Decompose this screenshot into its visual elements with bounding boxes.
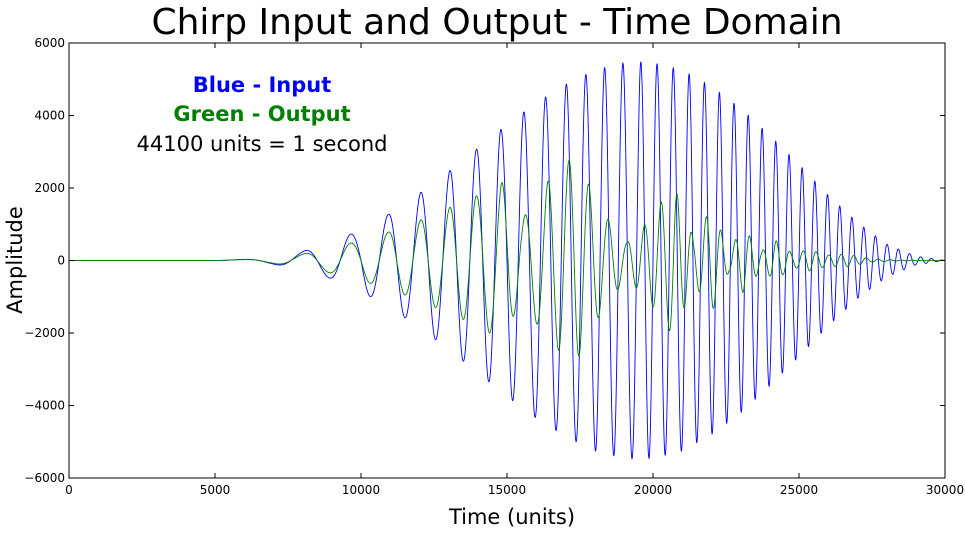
- y-tick-label: 6000: [34, 36, 65, 50]
- x-axis-label: Time (units): [448, 505, 575, 529]
- y-tick-label: −2000: [24, 326, 65, 340]
- x-tick-label: 25000: [780, 483, 818, 497]
- y-axis-label: Amplitude: [3, 206, 27, 314]
- annotation-text: 44100 units = 1 second: [137, 132, 388, 156]
- y-tick-label: 0: [57, 254, 65, 268]
- annotations: Blue - Input Green - Output 44100 units = …: [137, 73, 388, 156]
- annotation-text: Blue - Input: [193, 73, 332, 97]
- series-line-1: [69, 160, 945, 357]
- annotation-text: Green - Output: [173, 102, 350, 126]
- y-tick-label: −4000: [24, 399, 65, 413]
- y-tick-label: 4000: [34, 109, 65, 123]
- plot-area: 0 5000 10000 15000 20000 25000 30000−6000−4000…: [24, 36, 964, 497]
- chart-title: Chirp Input and Output - Time Domain: [151, 2, 842, 43]
- x-tick-label: 0: [65, 483, 73, 497]
- x-tick-label: 10000: [342, 483, 380, 497]
- x-tick-label: 20000: [634, 483, 672, 497]
- x-tick-label: 15000: [488, 483, 526, 497]
- y-tick-label: 2000: [34, 181, 65, 195]
- y-tick-label: −6000: [24, 471, 65, 485]
- x-tick-label: 30000: [926, 483, 964, 497]
- x-tick-label: 5000: [200, 483, 231, 497]
